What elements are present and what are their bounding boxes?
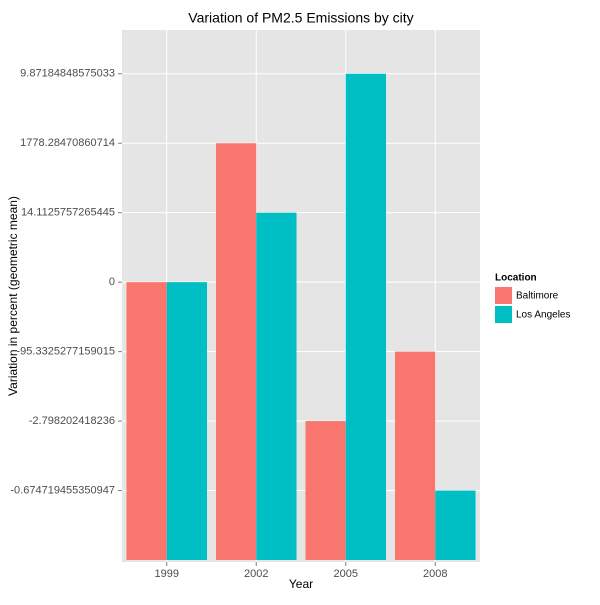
bar	[345, 73, 387, 560]
bar	[256, 212, 297, 560]
y-tick-label: 0	[109, 276, 115, 288]
chart-title: Variation of PM2.5 Emissions by city	[188, 10, 413, 26]
x-tick-label: 2002	[244, 568, 268, 580]
x-tick-label: 1999	[155, 568, 179, 580]
bar	[215, 143, 257, 560]
bar	[305, 421, 346, 560]
bar	[394, 351, 436, 560]
y-tick-label: 1778.28470860714	[20, 137, 115, 149]
y-tick-label: -0.674719455350947	[10, 484, 115, 496]
legend-label: Los Angeles	[516, 310, 571, 321]
y-tick-label: -2.798202418236	[29, 415, 115, 427]
legend-title: Location	[495, 273, 537, 284]
bar	[435, 490, 476, 560]
legend-key	[495, 287, 512, 304]
legend-key	[495, 306, 512, 323]
legend-label: Baltimore	[516, 291, 559, 302]
x-tick-label: 2008	[423, 568, 447, 580]
bar	[166, 282, 208, 560]
y-tick-label: 14.1125757265445	[21, 207, 115, 219]
bar	[126, 282, 167, 560]
x-tick-label: 2005	[334, 568, 358, 580]
y-axis-label: Variation in percent (geometric mean)	[6, 196, 20, 396]
y-tick-label: 9.87184848575033	[20, 68, 115, 80]
x-axis-label: Year	[289, 577, 313, 591]
y-tick-label: -95.3325277159015	[17, 346, 115, 358]
